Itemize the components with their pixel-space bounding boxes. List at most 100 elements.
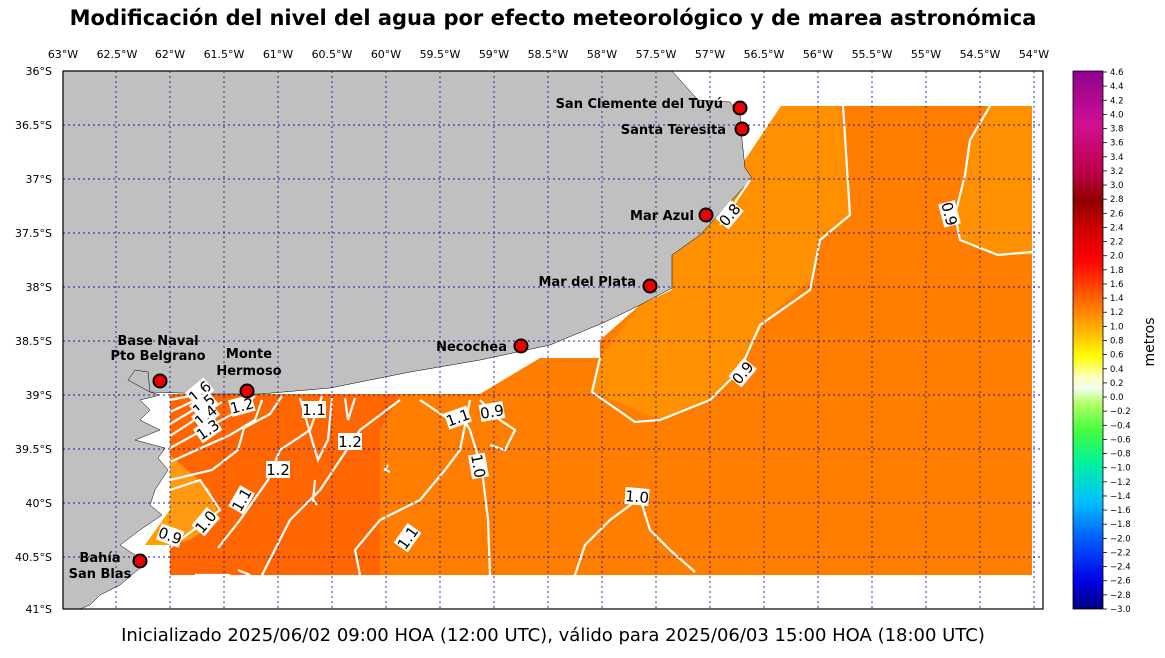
- lon-tick-label: 54.5°W: [960, 48, 1001, 61]
- colorbar-tick-label: 0.4: [1110, 365, 1124, 375]
- colorbar-tick-label: 1.0: [1110, 322, 1124, 332]
- field-ne-light: [955, 106, 1032, 255]
- station-marker: [732, 100, 748, 116]
- contour-label: 0.9: [937, 200, 961, 228]
- lat-tick-label: 37.5°S: [15, 227, 52, 240]
- lon-tick-label: 63°W: [48, 48, 78, 61]
- lat-tick-label: 41°S: [26, 603, 52, 616]
- station-marker: [642, 278, 658, 294]
- lon-tick-label: 62.5°W: [97, 48, 138, 61]
- station-label: Bahía: [79, 551, 120, 566]
- colorbar-tick-label: −0.2: [1110, 407, 1131, 417]
- colorbar-tick-label: −0.6: [1110, 435, 1131, 445]
- lon-tick-label: 59.5°W: [420, 48, 461, 61]
- contour-label: 1.1: [302, 401, 326, 419]
- lon-tick-label: 60°W: [371, 48, 401, 61]
- lon-tick-label: 56°W: [803, 48, 833, 61]
- lon-tick-label: 55°W: [911, 48, 941, 61]
- colorbar-tick-label: −1.2: [1110, 478, 1131, 488]
- colorbar-tick-label: −3.0: [1110, 605, 1131, 615]
- footer-validity: Inicializado 2025/06/02 09:00 HOA (12:00…: [121, 625, 985, 646]
- contour-label: 1.2: [228, 394, 256, 418]
- colorbar-tick-label: −2.8: [1110, 591, 1131, 601]
- latitude-labels: 36°S 36.5°S 37°S 37.5°S 38°S 38.5°S 39°S…: [15, 65, 52, 616]
- colorbar-gradient: [1072, 70, 1104, 610]
- lon-tick-label: 57°W: [695, 48, 725, 61]
- contour-label: 1.0: [624, 487, 649, 507]
- lon-tick-label: 56.5°W: [744, 48, 785, 61]
- station-label: Mar del Plata: [539, 275, 637, 290]
- lat-tick-label: 36.5°S: [15, 119, 52, 132]
- colorbar-tick-label: 4.6: [1110, 68, 1124, 78]
- station-label: Pto Belgrano: [110, 349, 205, 364]
- colorbar-tick-label: 0.2: [1110, 379, 1124, 389]
- lon-tick-label: 62°W: [155, 48, 185, 61]
- lat-tick-label: 38.5°S: [15, 335, 52, 348]
- colorbar-tick-label: 2.0: [1110, 252, 1124, 262]
- colorbar-tick-label: 1.2: [1110, 308, 1124, 318]
- lat-tick-label: 38°S: [26, 281, 52, 294]
- colorbar-ticks: 4.6 4.4 4.2 4.0 3.8 3.6 3.4 3.2 3.0 2.8 2.6 2.4 2.2 2…: [1103, 68, 1131, 615]
- lon-tick-label: 61°W: [263, 48, 293, 61]
- station-marker: [513, 338, 529, 354]
- lat-tick-label: 36°S: [26, 65, 52, 78]
- colorbar-tick-label: −1.6: [1110, 506, 1131, 516]
- colorbar-tick-label: 2.4: [1110, 223, 1124, 233]
- station-label: Hermoso: [216, 364, 281, 379]
- lon-tick-label: 54°W: [1019, 48, 1049, 61]
- station-label: San Clemente del Tuyú: [556, 97, 723, 112]
- station-label: Monte: [226, 347, 272, 362]
- colorbar-tick-label: 0.6: [1110, 351, 1124, 361]
- colorbar-tick-label: 2.6: [1110, 209, 1124, 219]
- contour-label: 1.2: [338, 433, 362, 451]
- colorbar-tick-label: 3.6: [1110, 139, 1124, 149]
- graticule: [63, 71, 1043, 609]
- colorbar-tick-label: 0.0: [1110, 393, 1124, 403]
- station-label: San Blas: [69, 567, 132, 582]
- field-east-light: [590, 106, 850, 420]
- colorbar-tick-label: 3.8: [1110, 125, 1124, 135]
- station-label: Mar Azul: [630, 209, 694, 224]
- station-label: Base Naval: [117, 334, 198, 349]
- colorbar-tick-label: 1.4: [1110, 294, 1124, 304]
- station-marker: [734, 121, 750, 137]
- lat-tick-label: 40.5°S: [15, 551, 52, 564]
- map-plot-area: 1.6 1.5 1.4 1.3 1.2 1.1 1.2 1.2 1.1 1.0 …: [63, 71, 1043, 609]
- lat-tick-label: 39.5°S: [15, 443, 52, 456]
- contour-label: 1.2: [266, 461, 290, 479]
- station-markers: [132, 100, 750, 569]
- lon-tick-label: 58°W: [587, 48, 617, 61]
- colorbar-label: metros: [1142, 317, 1158, 366]
- colorbar-tick-label: 0.8: [1110, 337, 1124, 347]
- station-labels: San Clemente del Tuyú Santa Teresita Mar…: [69, 97, 726, 582]
- colorbar-tick-label: −0.8: [1110, 450, 1131, 460]
- longitude-labels: 63°W 62.5°W 62°W 61.5°W 61°W 60.5°W 60°W…: [48, 48, 1049, 61]
- colorbar-tick-label: 4.4: [1110, 82, 1124, 92]
- station-marker: [152, 373, 168, 389]
- colorbar-tick-label: 1.6: [1110, 280, 1124, 290]
- lon-tick-label: 57.5°W: [636, 48, 677, 61]
- colorbar-tick-label: 3.4: [1110, 153, 1124, 163]
- colorbar-tick-label: −2.2: [1110, 548, 1131, 558]
- lat-tick-label: 40°S: [26, 497, 52, 510]
- colorbar-tick-label: −2.6: [1110, 577, 1131, 587]
- lon-tick-label: 59°W: [479, 48, 509, 61]
- colorbar-tick-label: 1.8: [1110, 266, 1124, 276]
- lon-tick-label: 55.5°W: [852, 48, 893, 61]
- colorbar-tick-label: 4.2: [1110, 96, 1124, 106]
- lon-tick-label: 60.5°W: [312, 48, 353, 61]
- colorbar-tick-label: 2.2: [1110, 238, 1124, 248]
- lon-tick-label: 58.5°W: [528, 48, 569, 61]
- colorbar-tick-label: 4.0: [1110, 110, 1124, 120]
- contour-label: 0.9: [479, 401, 506, 423]
- station-marker: [698, 207, 714, 223]
- colorbar-tick-label: 3.2: [1110, 167, 1124, 177]
- station-label: Santa Teresita: [621, 123, 726, 138]
- map-frame: [62, 70, 1044, 610]
- lat-tick-label: 39°S: [26, 389, 52, 402]
- contour-label: 1.0: [467, 453, 489, 480]
- colorbar-tick-label: 2.8: [1110, 195, 1124, 205]
- colorbar-tick-label: −1.8: [1110, 520, 1131, 530]
- station-label: Necochea: [436, 340, 507, 355]
